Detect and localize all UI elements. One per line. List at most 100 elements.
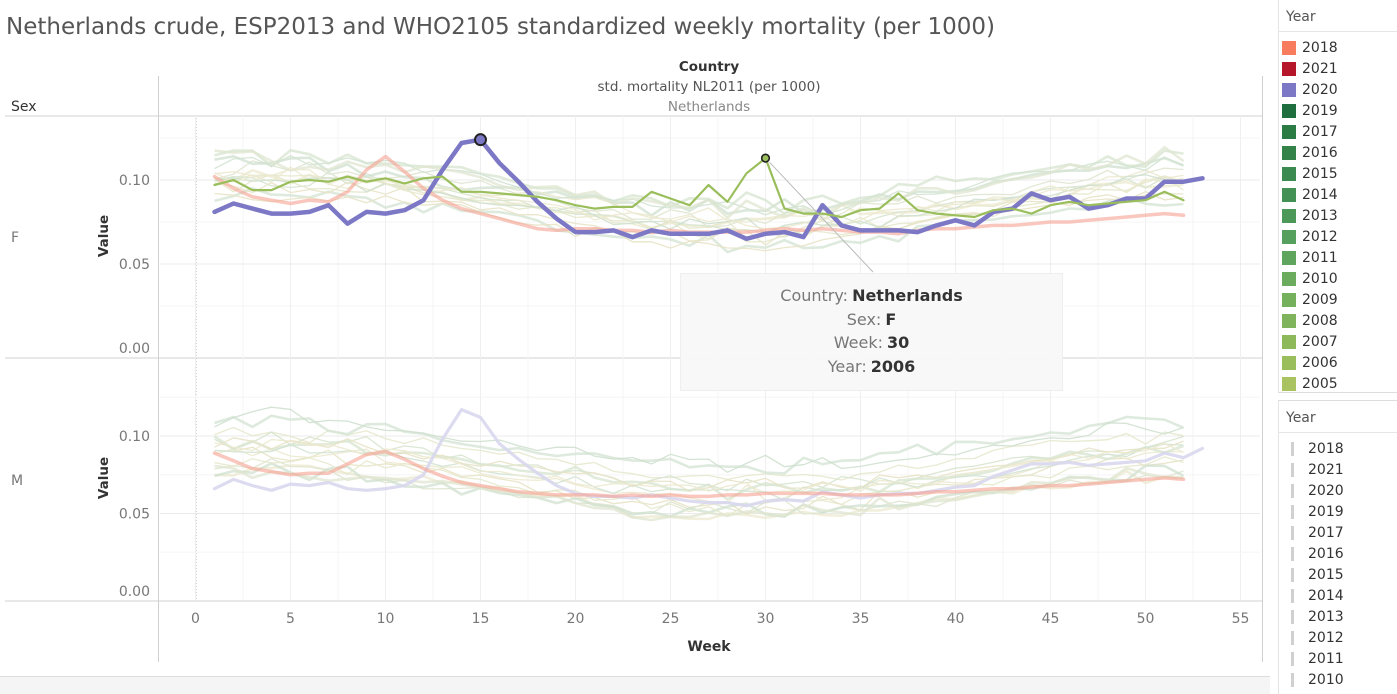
color-legend-title: Year bbox=[1279, 0, 1397, 32]
tooltip-value: Netherlands bbox=[852, 286, 963, 305]
legend-item-2011[interactable]: 2011 bbox=[1279, 247, 1397, 268]
filter-checkbox-icon[interactable] bbox=[1291, 567, 1294, 582]
tooltip: Country: Netherlands Sex: F Week: 30 Yea… bbox=[680, 273, 1063, 391]
tooltip-value: 30 bbox=[886, 333, 910, 352]
marker-2020-week-15 bbox=[474, 133, 487, 147]
legend-item-2020[interactable]: 2020 bbox=[1279, 79, 1397, 100]
legend-swatch bbox=[1282, 271, 1296, 286]
x-tick-label: 20 bbox=[567, 611, 585, 627]
page-title: Netherlands crude, ESP2013 and WHO2105 s… bbox=[6, 14, 996, 40]
filter-checkbox-icon[interactable] bbox=[1291, 462, 1294, 477]
legend-swatch bbox=[1282, 355, 1296, 370]
filter-item-2010[interactable]: 2010 bbox=[1279, 669, 1397, 690]
tooltip-label: Sex: bbox=[846, 309, 882, 329]
filter-item-2021[interactable]: 2021 bbox=[1279, 459, 1397, 480]
chart[interactable]: 0 5 10 15 20 25 30 35 40 45 50 55 0.00 0.05 0.10 0.00 0.… bbox=[0, 0, 1278, 693]
color-legend-items: 2018 2021 2020 2019 2017 2016 2015 2014 2013 2012… bbox=[1279, 37, 1397, 394]
filter-label: 2013 bbox=[1308, 608, 1344, 625]
row-label-m: M bbox=[11, 473, 23, 489]
filter-legend-title: Year bbox=[1279, 401, 1397, 433]
legend-label: 2007 bbox=[1302, 333, 1338, 350]
filter-label: 2021 bbox=[1308, 461, 1344, 478]
filter-item-2016[interactable]: 2016 bbox=[1279, 543, 1397, 564]
filter-item-2018[interactable]: 2018 bbox=[1279, 438, 1397, 459]
filter-item-2013[interactable]: 2013 bbox=[1279, 606, 1397, 627]
filter-checkbox-icon[interactable] bbox=[1291, 588, 1294, 603]
legend-item-2007[interactable]: 2007 bbox=[1279, 331, 1397, 352]
series-line-f-2020[interactable] bbox=[212, 137, 1205, 242]
x-tick-label: 45 bbox=[1042, 611, 1060, 627]
x-tick-label: 40 bbox=[947, 611, 965, 627]
series-layer bbox=[212, 137, 1205, 508]
legend-item-2010[interactable]: 2010 bbox=[1279, 268, 1397, 289]
legend-swatch bbox=[1282, 103, 1296, 118]
legend-label: 2016 bbox=[1302, 144, 1338, 161]
series-line-m-2020[interactable] bbox=[212, 408, 1205, 508]
filter-checkbox-icon[interactable] bbox=[1291, 609, 1294, 624]
tooltip-label: Country: bbox=[780, 286, 849, 305]
y-tick-label: 0.10 bbox=[119, 429, 150, 445]
filter-checkbox-icon[interactable] bbox=[1291, 546, 1294, 561]
legend-label: 2015 bbox=[1302, 165, 1338, 182]
tooltip-row-sex: Sex: F bbox=[681, 310, 1062, 334]
legend-item-2014[interactable]: 2014 bbox=[1279, 184, 1397, 205]
legend-item-2009[interactable]: 2009 bbox=[1279, 289, 1397, 310]
filter-item-2019[interactable]: 2019 bbox=[1279, 501, 1397, 522]
legend-label: 2010 bbox=[1302, 270, 1338, 287]
filter-checkbox-icon[interactable] bbox=[1291, 483, 1294, 498]
legend-item-2013[interactable]: 2013 bbox=[1279, 205, 1397, 226]
y-tick-label: 0.10 bbox=[119, 173, 150, 189]
marker-2006-week-30 bbox=[760, 153, 771, 163]
series-line-f-2006[interactable] bbox=[213, 157, 1185, 219]
legend-label: 2009 bbox=[1302, 291, 1338, 308]
filter-item-2011[interactable]: 2011 bbox=[1279, 648, 1397, 669]
horizontal-scrollbar[interactable] bbox=[0, 676, 1270, 694]
legend-label: 2014 bbox=[1302, 186, 1338, 203]
filter-label: 2017 bbox=[1308, 524, 1344, 541]
filter-label: 2019 bbox=[1308, 503, 1344, 520]
x-tick-label: 5 bbox=[286, 611, 295, 627]
chart-frame bbox=[5, 76, 1263, 662]
x-tick-label: 30 bbox=[757, 611, 775, 627]
tooltip-label: Week: bbox=[833, 333, 883, 352]
legend-item-2015[interactable]: 2015 bbox=[1279, 163, 1397, 184]
filter-item-2012[interactable]: 2012 bbox=[1279, 627, 1397, 648]
filter-checkbox-icon[interactable] bbox=[1291, 630, 1294, 645]
series-line-m-2018[interactable] bbox=[212, 449, 1186, 499]
legend-label: 2005 bbox=[1302, 375, 1338, 392]
filter-item-2015[interactable]: 2015 bbox=[1279, 564, 1397, 585]
x-tick-label: 50 bbox=[1137, 611, 1155, 627]
x-tick-label: 35 bbox=[852, 611, 870, 627]
y-axis-label-f: Value bbox=[96, 215, 112, 257]
filter-label: 2020 bbox=[1308, 482, 1344, 499]
legend-item-2019[interactable]: 2019 bbox=[1279, 100, 1397, 121]
year-filter-legend: Year 2018 2021 2020 2019 2017 2016 2015 2014 201… bbox=[1278, 400, 1397, 694]
legend-swatch bbox=[1282, 124, 1296, 139]
legend-item-2008[interactable]: 2008 bbox=[1279, 310, 1397, 331]
filter-label: 2018 bbox=[1308, 440, 1344, 457]
legend-label: 2020 bbox=[1302, 81, 1338, 98]
legend-item-2021[interactable]: 2021 bbox=[1279, 58, 1397, 79]
filter-checkbox-icon[interactable] bbox=[1291, 504, 1294, 519]
filter-item-2017[interactable]: 2017 bbox=[1279, 522, 1397, 543]
filter-item-2020[interactable]: 2020 bbox=[1279, 480, 1397, 501]
legend-item-2016[interactable]: 2016 bbox=[1279, 142, 1397, 163]
filter-checkbox-icon[interactable] bbox=[1291, 672, 1294, 687]
tooltip-value: F bbox=[885, 309, 897, 329]
filter-checkbox-icon[interactable] bbox=[1291, 651, 1294, 666]
legend-item-2017[interactable]: 2017 bbox=[1279, 121, 1397, 142]
legend-swatch bbox=[1282, 145, 1296, 160]
legend-item-2006[interactable]: 2006 bbox=[1279, 352, 1397, 373]
filter-checkbox-icon[interactable] bbox=[1291, 525, 1294, 540]
legend-item-2012[interactable]: 2012 bbox=[1279, 226, 1397, 247]
legend-item-2018[interactable]: 2018 bbox=[1279, 37, 1397, 58]
legend-item-2005[interactable]: 2005 bbox=[1279, 373, 1397, 394]
legend-swatch bbox=[1282, 166, 1296, 181]
legend-swatch bbox=[1282, 376, 1296, 391]
legend-swatch bbox=[1282, 82, 1296, 97]
legend-label: 2008 bbox=[1302, 312, 1338, 329]
filter-checkbox-icon[interactable] bbox=[1291, 441, 1294, 456]
legend-label: 2021 bbox=[1302, 60, 1338, 77]
filter-item-2014[interactable]: 2014 bbox=[1279, 585, 1397, 606]
legend-label: 2018 bbox=[1302, 39, 1338, 56]
